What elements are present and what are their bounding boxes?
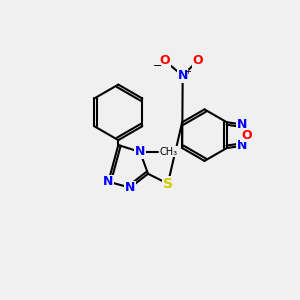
Text: N: N xyxy=(178,69,188,82)
Text: N: N xyxy=(125,181,135,194)
Text: S: S xyxy=(163,177,173,191)
Text: CH₃: CH₃ xyxy=(160,147,178,157)
Text: −: − xyxy=(153,61,163,71)
Text: O: O xyxy=(192,54,203,67)
Text: +: + xyxy=(184,67,191,76)
Text: N: N xyxy=(135,146,145,158)
Text: N: N xyxy=(237,118,247,131)
Text: O: O xyxy=(241,129,251,142)
Text: N: N xyxy=(103,175,114,188)
Text: N: N xyxy=(237,139,247,152)
Text: O: O xyxy=(160,54,170,67)
